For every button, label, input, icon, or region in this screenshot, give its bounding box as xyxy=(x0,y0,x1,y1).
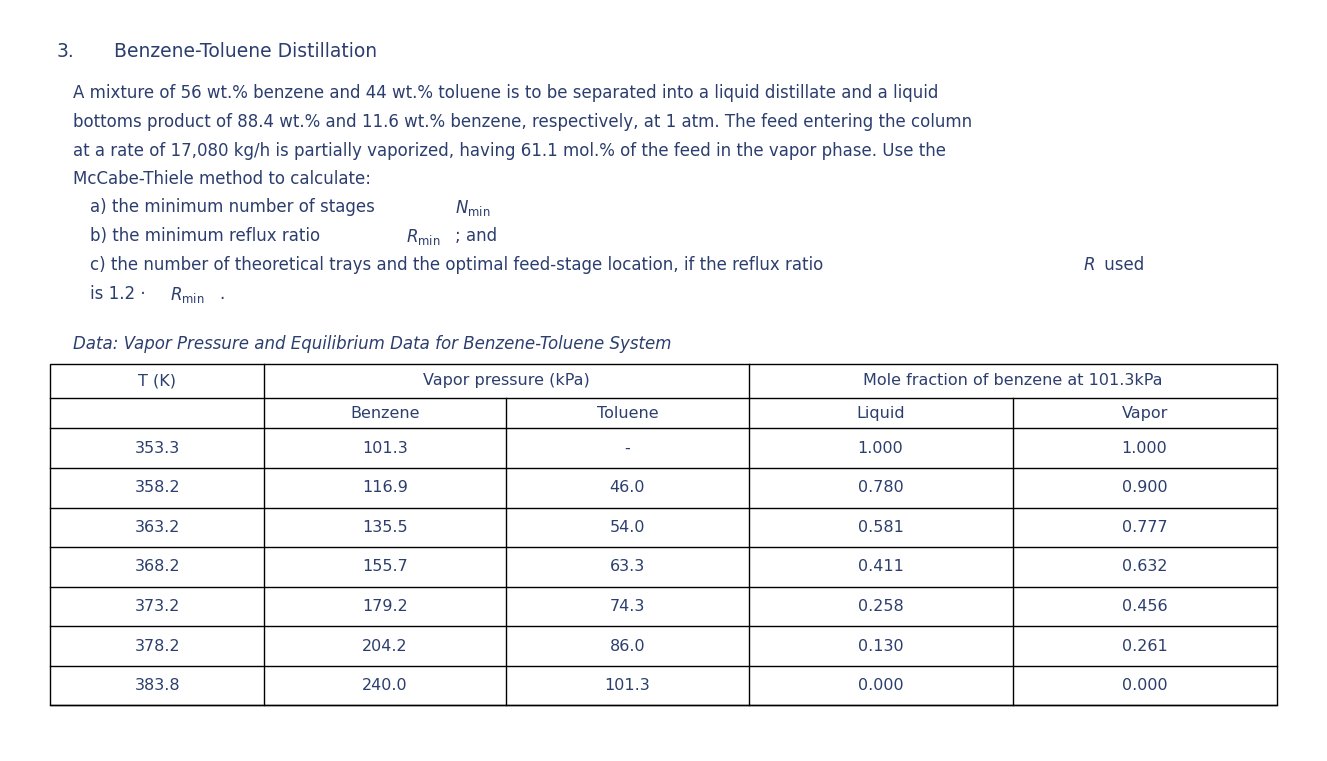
Text: 204.2: 204.2 xyxy=(362,638,407,654)
Text: 0.456: 0.456 xyxy=(1121,599,1168,614)
Text: 0.780: 0.780 xyxy=(857,480,904,495)
Text: at a rate of 17,080 kg/h is partially vaporized, having 61.1 mol.% of the feed i: at a rate of 17,080 kg/h is partially va… xyxy=(73,142,946,160)
Text: 373.2: 373.2 xyxy=(134,599,180,614)
Text: T (K): T (K) xyxy=(138,374,176,388)
Text: 0.258: 0.258 xyxy=(857,599,904,614)
Text: 358.2: 358.2 xyxy=(134,480,180,495)
Text: 378.2: 378.2 xyxy=(134,638,180,654)
Text: Liquid: Liquid xyxy=(856,406,905,421)
Text: $R_{\mathrm{min}}$: $R_{\mathrm{min}}$ xyxy=(170,285,204,304)
Text: 179.2: 179.2 xyxy=(362,599,407,614)
Text: a) the minimum number of stages: a) the minimum number of stages xyxy=(90,198,381,216)
Text: 3.: 3. xyxy=(57,42,74,61)
Text: 54.0: 54.0 xyxy=(609,520,645,535)
Text: 363.2: 363.2 xyxy=(134,520,180,535)
Text: 46.0: 46.0 xyxy=(609,480,645,495)
Text: bottoms product of 88.4 wt.% and 11.6 wt.% benzene, respectively, at 1 atm. The : bottoms product of 88.4 wt.% and 11.6 wt… xyxy=(73,113,973,131)
Text: 0.000: 0.000 xyxy=(857,678,904,693)
Text: 74.3: 74.3 xyxy=(609,599,645,614)
Text: 0.261: 0.261 xyxy=(1121,638,1168,654)
Text: $R_{\mathrm{min}}$: $R_{\mathrm{min}}$ xyxy=(406,227,441,247)
Text: $N_{\mathrm{min}}$: $N_{\mathrm{min}}$ xyxy=(455,198,491,218)
Text: 101.3: 101.3 xyxy=(605,678,650,693)
Text: .: . xyxy=(219,285,224,303)
Text: 86.0: 86.0 xyxy=(609,638,645,654)
Text: 0.130: 0.130 xyxy=(857,638,904,654)
Text: ; and: ; and xyxy=(455,227,498,245)
Text: 116.9: 116.9 xyxy=(362,480,407,495)
Text: A mixture of 56 wt.% benzene and 44 wt.% toluene is to be separated into a liqui: A mixture of 56 wt.% benzene and 44 wt.%… xyxy=(73,84,938,102)
Text: Vapor: Vapor xyxy=(1121,406,1168,421)
Text: 0.411: 0.411 xyxy=(857,559,904,575)
Text: 155.7: 155.7 xyxy=(362,559,407,575)
Text: 383.8: 383.8 xyxy=(134,678,180,693)
Text: c) the number of theoretical trays and the optimal feed-stage location, if the r: c) the number of theoretical trays and t… xyxy=(90,256,829,274)
Text: Mole fraction of benzene at 101.3kPa: Mole fraction of benzene at 101.3kPa xyxy=(863,374,1162,388)
Bar xyxy=(50,364,1277,705)
Text: b) the minimum reflux ratio: b) the minimum reflux ratio xyxy=(90,227,325,245)
Text: 0.900: 0.900 xyxy=(1121,480,1168,495)
Text: 63.3: 63.3 xyxy=(610,559,645,575)
Text: Benzene-Toluene Distillation: Benzene-Toluene Distillation xyxy=(114,42,377,61)
Text: Benzene: Benzene xyxy=(350,406,419,421)
Text: 0.581: 0.581 xyxy=(857,520,904,535)
Text: Data: Vapor Pressure and Equilibrium Data for Benzene-Toluene System: Data: Vapor Pressure and Equilibrium Dat… xyxy=(73,335,671,353)
Text: 0.777: 0.777 xyxy=(1121,520,1168,535)
Text: used: used xyxy=(1099,256,1144,274)
Text: $R$: $R$ xyxy=(1083,256,1095,274)
Text: 240.0: 240.0 xyxy=(362,678,407,693)
Text: 368.2: 368.2 xyxy=(134,559,180,575)
Text: Toluene: Toluene xyxy=(597,406,658,421)
Text: 1.000: 1.000 xyxy=(1121,441,1168,456)
Text: Vapor pressure (kPa): Vapor pressure (kPa) xyxy=(423,374,589,388)
Text: 0.000: 0.000 xyxy=(1121,678,1168,693)
Text: 353.3: 353.3 xyxy=(134,441,179,456)
Text: -: - xyxy=(625,441,630,456)
Text: is 1.2 ·: is 1.2 · xyxy=(90,285,151,303)
Text: McCabe-Thiele method to calculate:: McCabe-Thiele method to calculate: xyxy=(73,170,372,189)
Text: 135.5: 135.5 xyxy=(362,520,407,535)
Text: 101.3: 101.3 xyxy=(362,441,407,456)
Text: 1.000: 1.000 xyxy=(857,441,904,456)
Text: 0.632: 0.632 xyxy=(1121,559,1168,575)
